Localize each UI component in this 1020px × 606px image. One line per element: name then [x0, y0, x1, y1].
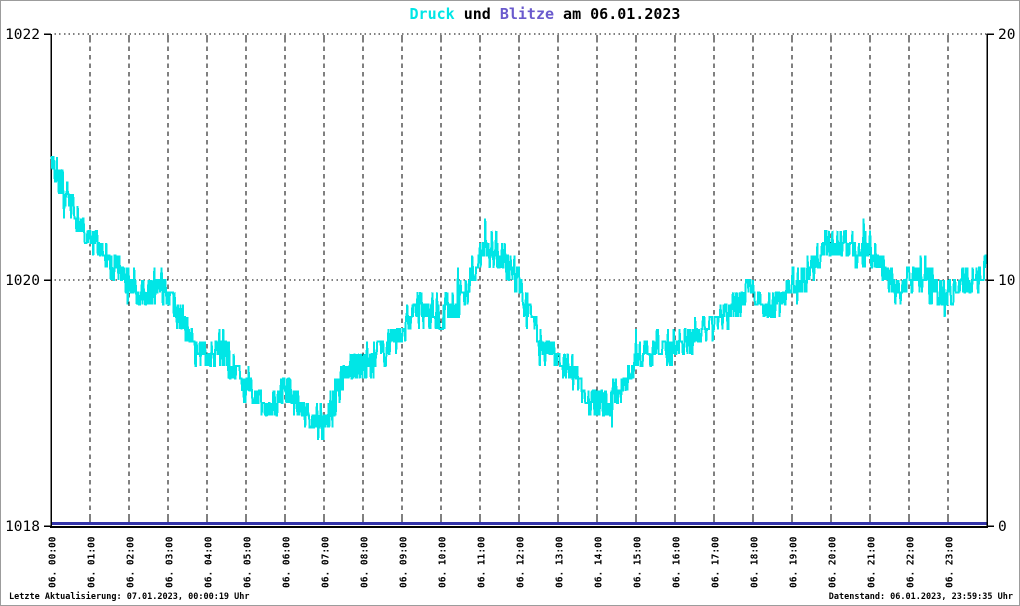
data-timestamp-text: Datenstand: 06.01.2023, 23:59:35 Uhr — [828, 592, 1013, 602]
title-blitze: Blitze — [499, 5, 555, 23]
x-axis-label: 06. 23:00 — [945, 536, 956, 588]
x-axis-label: 06. 16:00 — [672, 536, 683, 588]
last-update-text: Letzte Aktualisierung: 07.01.2023, 00:00… — [9, 592, 250, 602]
x-axis-label: 06. 07:00 — [321, 536, 332, 588]
x-axis-label: 06. 17:00 — [711, 536, 722, 588]
x-axis-label: 06. 04:00 — [204, 536, 215, 588]
y-axis-label-right: 20 — [998, 27, 1015, 43]
x-axis-label: 06. 22:00 — [906, 536, 917, 588]
x-axis-label: 06. 09:00 — [399, 536, 410, 588]
x-axis-label: 06. 14:00 — [594, 536, 605, 588]
y-axis-label-left: 1018 — [5, 519, 40, 535]
x-axis-label: 06. 20:00 — [828, 536, 839, 588]
x-axis-label: 06. 05:00 — [243, 536, 254, 588]
druck-series-line — [50, 156, 987, 440]
x-axis-label: 06. 13:00 — [555, 536, 566, 588]
x-axis-label: 06. 01:00 — [87, 536, 98, 588]
y-axis-label-left: 1022 — [5, 27, 40, 43]
x-axis-label: 06. 08:00 — [360, 536, 371, 588]
x-axis-label: 06. 06:00 — [282, 536, 293, 588]
title-date: am 06.01.2023 — [554, 5, 681, 23]
x-axis-label: 06. 18:00 — [750, 536, 761, 588]
chart-title: Druck und Blitze am 06.01.2023 — [77, 5, 1013, 23]
x-axis-label: 06. 11:00 — [477, 536, 488, 588]
x-axis-label: 06. 21:00 — [867, 536, 878, 588]
x-axis-label: 06. 02:00 — [126, 536, 137, 588]
x-axis-label: 06. 12:00 — [516, 536, 527, 588]
y-axis-label-left: 1020 — [5, 273, 40, 289]
x-axis-label: 06. 03:00 — [165, 536, 176, 588]
x-axis-label: 06. 00:00 — [48, 536, 59, 588]
title-und: und — [454, 5, 500, 23]
y-axis-label-right: 10 — [998, 273, 1015, 289]
title-druck: Druck — [409, 5, 455, 23]
x-axis-label: 06. 10:00 — [438, 536, 449, 588]
x-axis-label: 06. 19:00 — [789, 536, 800, 588]
y-axis-label-right: 0 — [998, 519, 1007, 535]
x-axis-label: 06. 15:00 — [633, 536, 644, 588]
